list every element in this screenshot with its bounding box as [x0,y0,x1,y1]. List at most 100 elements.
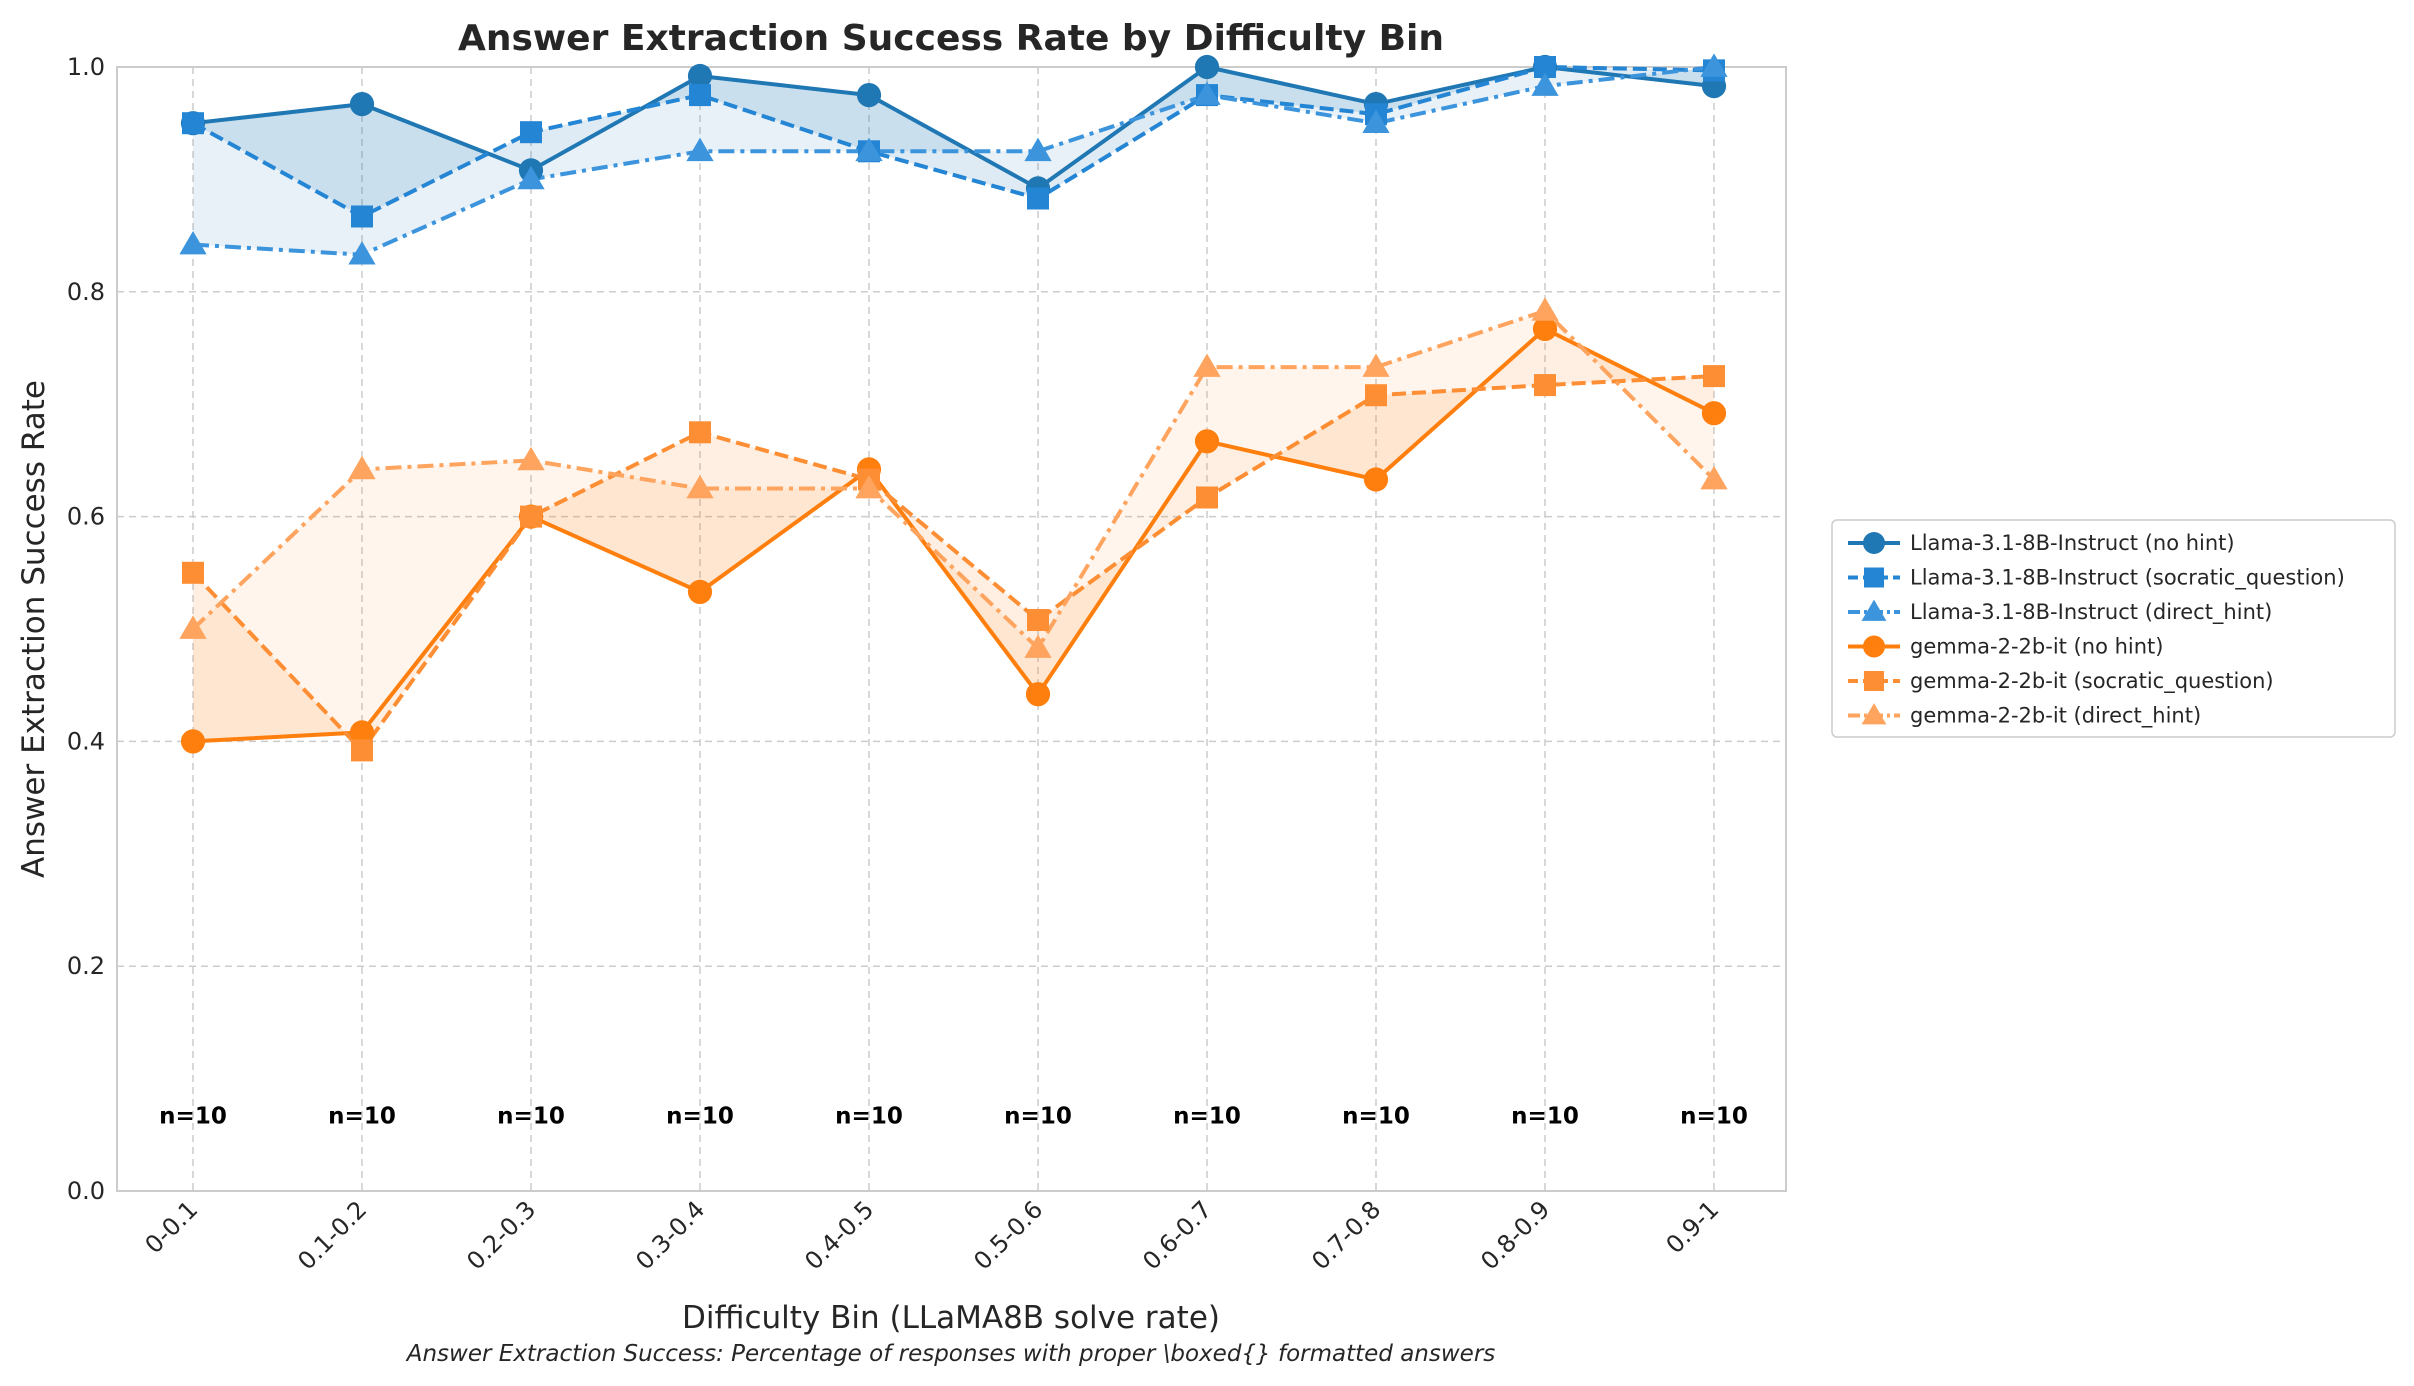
data-point [517,446,545,471]
data-point [855,137,883,162]
data-point [855,474,883,499]
x-tick-label: 0.5-0.6 [968,1195,1048,1275]
data-point [520,121,542,144]
chart-subtitle: Answer Extraction Success: Percentage of… [405,1341,1496,1367]
sample-count-label: n=10 [835,1104,903,1130]
chart-title: Answer Extraction Success Rate by Diffic… [458,18,1444,59]
plot-frame [116,66,1787,1192]
y-tick-label: 0.0 [67,1177,105,1205]
legend-label: gemma-2-2b-it (direct_hint) [1910,704,2201,729]
data-point [180,729,206,754]
legend-label: gemma-2-2b-it (no hint) [1910,635,2163,659]
x-axis-ticks: 0-0.1 0.1-0.2 0.2-0.3 0.3-0.4 0.4-0.5 0.5-0.6… [140,1195,1725,1275]
series-bands [193,67,1714,751]
sample-count-label: n=10 [497,1104,565,1130]
data-point [520,505,542,528]
gemma-direct-hint-band [193,310,1714,742]
data-point [182,112,204,135]
data-point [856,83,882,108]
legend-item: Llama-3.1-8B-Instruct (no hint) [1848,531,2235,555]
legend-marker [1861,599,1887,621]
data-point [351,205,373,228]
sample-count-label: n=10 [1511,1104,1579,1130]
x-tick-label: 0.1-0.2 [292,1195,372,1275]
data-point [1531,72,1559,96]
legend-marker [1864,567,1884,588]
y-axis-title: Answer Extraction Success Rate [16,380,52,878]
series-markers [179,53,1728,762]
x-tick-label: 0.6-0.7 [1137,1195,1217,1275]
data-point [1534,56,1556,78]
legend-item: gemma-2-2b-it (socratic_question) [1848,669,2274,694]
data-point [1027,609,1049,632]
sample-count-label: n=10 [1173,1104,1241,1130]
data-point [1700,53,1728,77]
sample-count-label: n=10 [328,1104,396,1130]
sample-count-label: n=10 [666,1104,734,1130]
data-point [182,561,204,584]
x-tick-label: 0-0.1 [140,1195,204,1259]
data-point [517,165,545,190]
sample-count-label: n=10 [159,1104,227,1130]
data-point [1365,384,1387,407]
sample-count-label: n=10 [1680,1104,1748,1130]
data-point [1025,682,1051,707]
x-tick-label: 0.8-0.9 [1475,1195,1555,1275]
y-tick-label: 0.4 [67,727,105,755]
legend-label: Llama-3.1-8B-Instruct (direct_hint) [1910,600,2272,625]
legend-item: gemma-2-2b-it (no hint) [1848,635,2163,659]
series-line-1 [192,65,1715,219]
data-point [1193,81,1221,105]
data-point [686,474,714,499]
legend-item: gemma-2-2b-it (direct_hint) [1848,703,2201,729]
series-line-3 [192,326,1715,744]
data-point [179,615,207,639]
data-point [1362,109,1390,134]
gemma-socratic-band [193,328,1714,751]
legend-label: Llama-3.1-8B-Instruct (socratic_question… [1910,566,2345,591]
data-point [1194,54,1220,80]
data-point [349,720,375,745]
series-lines [191,65,1716,753]
data-point [348,241,376,265]
data-point [686,137,714,162]
legend-marker [1863,635,1885,658]
sample-count-label: n=10 [1342,1104,1410,1130]
y-tick-label: 0.2 [67,952,105,980]
data-point [1531,297,1559,321]
data-point [351,739,373,762]
data-point [689,421,711,444]
legend-item: Llama-3.1-8B-Instruct (direct_hint) [1848,599,2272,625]
data-point [1703,365,1725,388]
legend-marker [1863,532,1885,554]
x-tick-label: 0.2-0.3 [461,1195,541,1275]
data-point [1362,353,1390,377]
llama-direct-hint-band [193,67,1714,255]
y-tick-label: 0.8 [67,278,105,306]
data-point [689,84,711,107]
data-point [1534,374,1556,397]
data-point [687,63,713,89]
sample-count-labels: n=10 n=10 n=10 n=10 n=10 n=10 n=10 n=10 n=10 n=10 [159,1104,1748,1130]
series-line-2 [192,65,1715,257]
legend-item: Llama-3.1-8B-Instruct (socratic_question… [1848,566,2345,591]
series-line-0 [192,65,1715,191]
legend: Llama-3.1-8B-Instruct (no hint) Llama-3.1… [1831,519,2396,738]
data-point [1024,137,1052,162]
x-axis-title: Difficulty Bin (LLaMA8B solve rate) [682,1300,1220,1336]
data-point [1196,486,1218,509]
legend-marker [1864,671,1884,691]
legend-frame [1831,519,2396,738]
data-point [1024,634,1052,658]
x-tick-label: 0.4-0.5 [799,1195,879,1275]
legend-label: gemma-2-2b-it (socratic_question) [1910,669,2274,694]
grid-lines [117,66,1786,1192]
x-tick-label: 0.7-0.8 [1306,1195,1386,1275]
legend-label: Llama-3.1-8B-Instruct (no hint) [1910,531,2235,555]
data-point [687,579,713,605]
data-point [1532,316,1558,341]
series-line-5 [191,308,1716,651]
y-axis-ticks: 0.0 0.2 0.4 0.6 0.8 1.0 [67,53,105,1205]
y-tick-label: 1.0 [67,53,105,81]
